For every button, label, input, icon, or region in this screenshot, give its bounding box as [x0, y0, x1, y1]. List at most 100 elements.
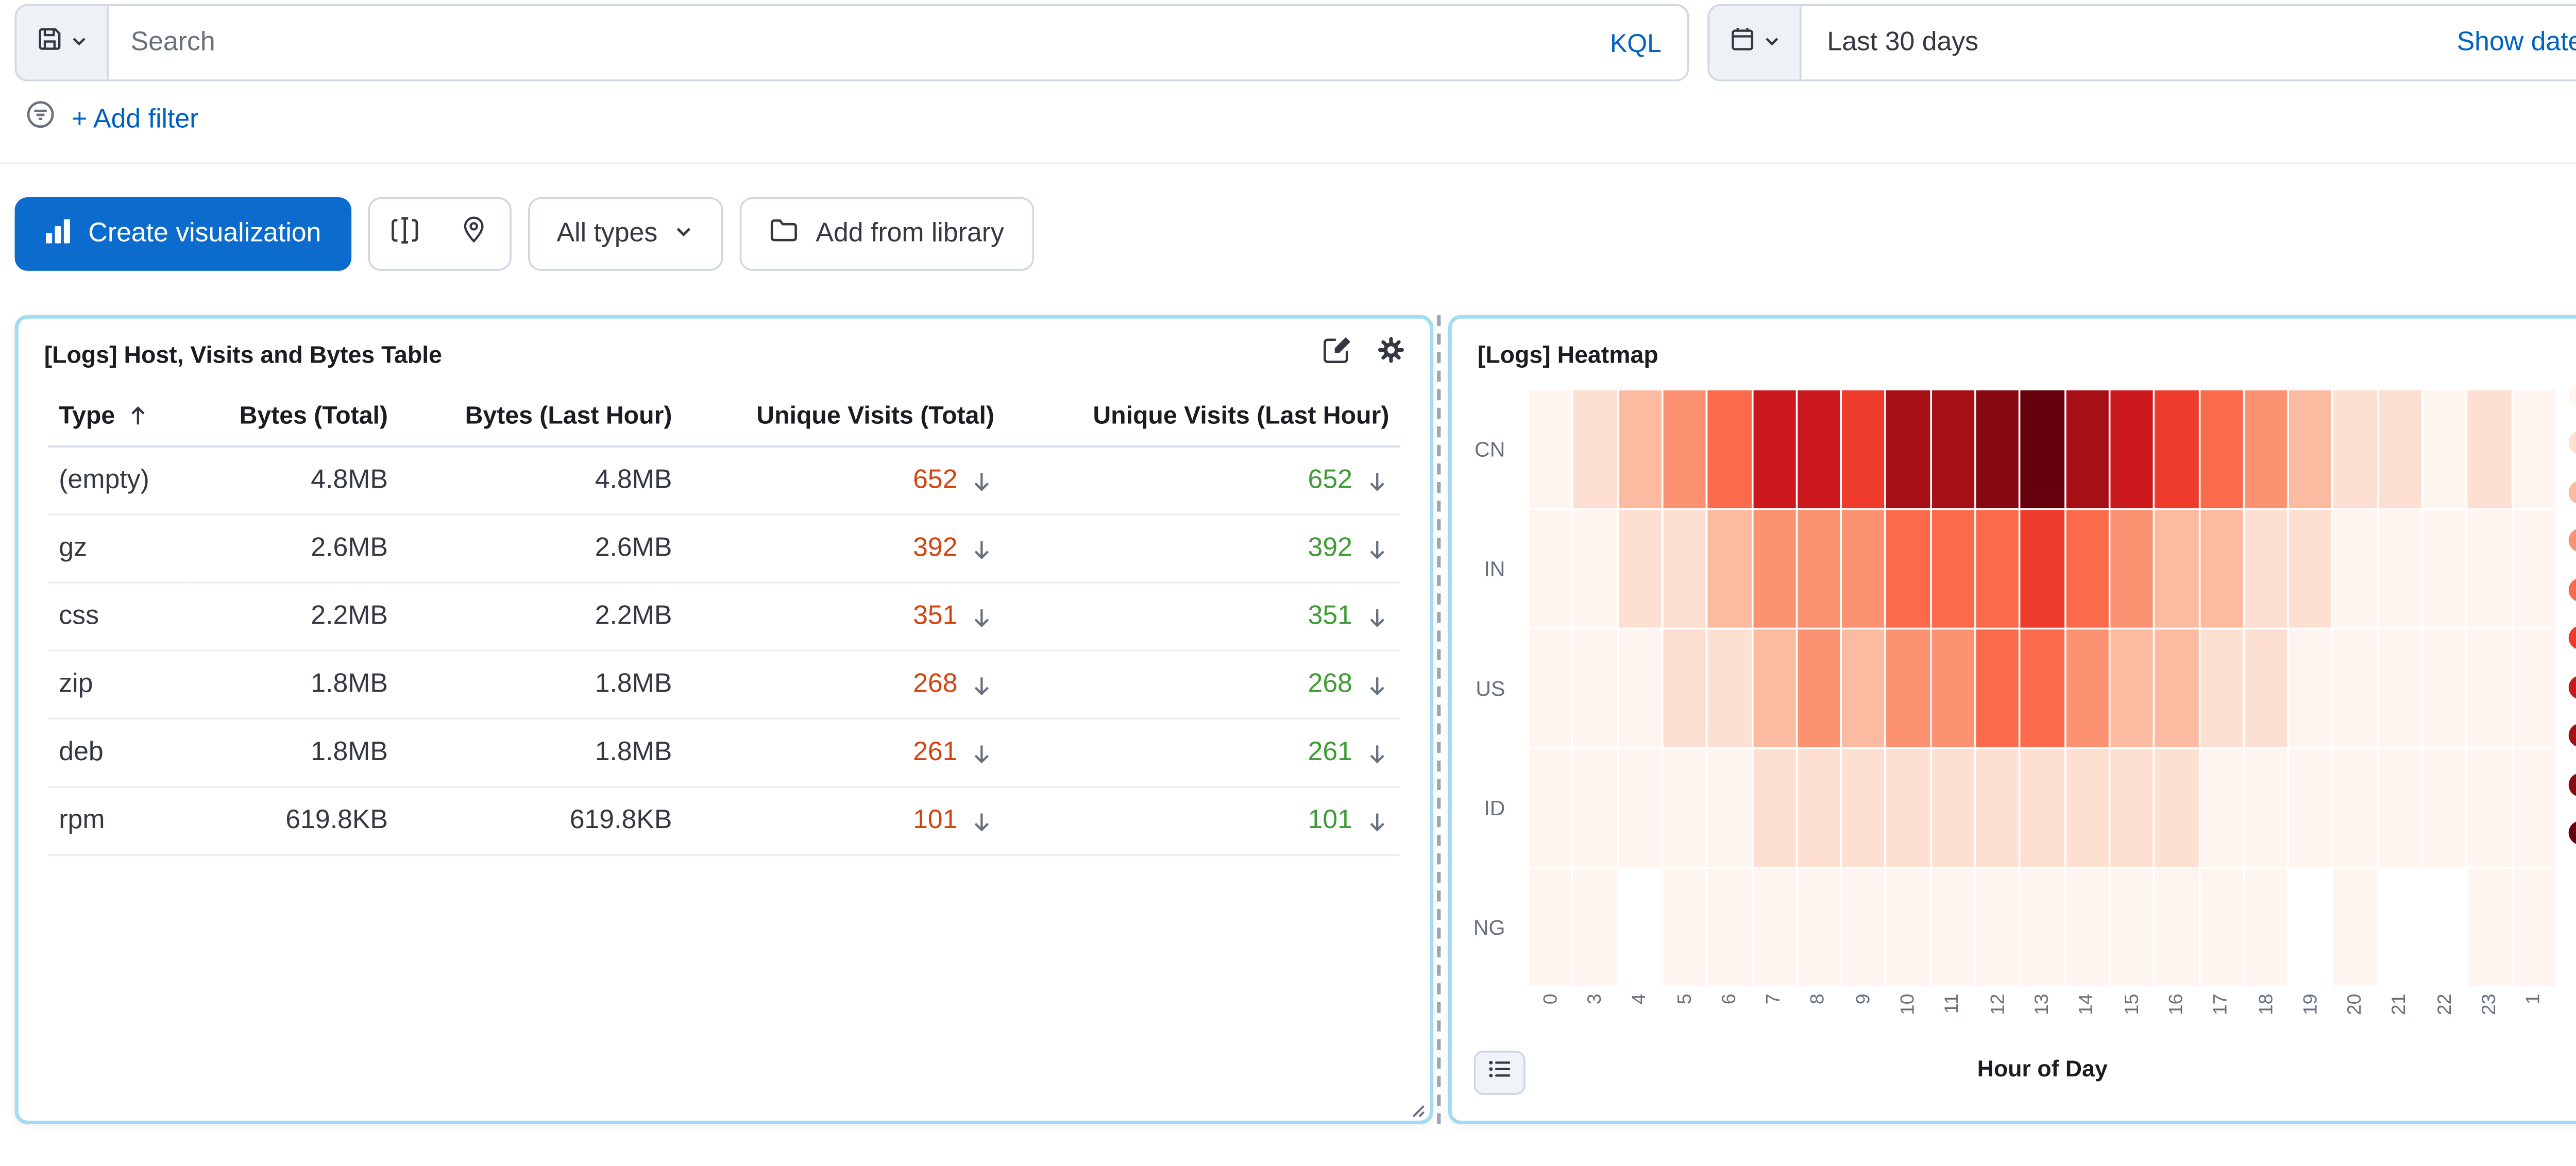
- heatmap-cell[interactable]: [2065, 510, 2109, 628]
- heatmap-cell[interactable]: [2423, 629, 2467, 747]
- heatmap-cell[interactable]: [1842, 868, 1885, 987]
- heatmap-cell[interactable]: [2021, 868, 2064, 987]
- heatmap-cell[interactable]: [2199, 629, 2243, 747]
- heatmap-cell[interactable]: [1887, 749, 1930, 867]
- heatmap-cell[interactable]: [2065, 390, 2109, 508]
- heatmap-cell[interactable]: [1752, 749, 1796, 867]
- legend-item[interactable]: 6 - 12: [2568, 430, 2576, 456]
- kql-button[interactable]: KQL: [1584, 28, 1687, 57]
- heatmap-cell[interactable]: [2199, 510, 2243, 628]
- heatmap-cell[interactable]: [2244, 629, 2287, 747]
- heatmap-cell[interactable]: [1887, 629, 1930, 747]
- heatmap-cell[interactable]: [2334, 629, 2377, 747]
- heatmap-cell[interactable]: [1573, 629, 1617, 747]
- heatmap-cell[interactable]: [1663, 749, 1706, 867]
- heatmap-cell[interactable]: [1618, 510, 1662, 628]
- heatmap-cell[interactable]: [2513, 390, 2556, 508]
- heatmap-cell[interactable]: [1573, 390, 1617, 508]
- heatmap-cell[interactable]: [2379, 629, 2422, 747]
- legend-item[interactable]: 36 - 42: [2568, 674, 2576, 699]
- heatmap-cell[interactable]: [1797, 390, 1840, 508]
- resize-handle[interactable]: [1398, 1091, 1426, 1119]
- heatmap-cell[interactable]: [2110, 629, 2154, 747]
- heatmap-cell[interactable]: [1529, 749, 1572, 867]
- heatmap-cell[interactable]: [1842, 629, 1885, 747]
- heatmap-cell[interactable]: [1931, 390, 1975, 508]
- heatmap-cell[interactable]: [1842, 510, 1885, 628]
- heatmap-cell[interactable]: [2244, 868, 2287, 987]
- heatmap-cell[interactable]: [1663, 510, 1706, 628]
- legend-toggle-button[interactable]: [1473, 1051, 1526, 1095]
- heatmap-cell[interactable]: [2110, 868, 2154, 987]
- heatmap-cell[interactable]: [1663, 868, 1706, 987]
- heatmap-cell[interactable]: [2244, 510, 2287, 628]
- heatmap-cell[interactable]: [2021, 749, 2064, 867]
- heatmap-cell[interactable]: [1931, 749, 1975, 867]
- show-dates-button[interactable]: Show dates: [2431, 28, 2576, 57]
- heatmap-cell[interactable]: [1573, 510, 1617, 628]
- heatmap-cell[interactable]: [2379, 749, 2422, 867]
- calendar-button[interactable]: [1709, 6, 1802, 80]
- heatmap-cell[interactable]: [1797, 868, 1840, 987]
- column-header[interactable]: Bytes (Last Hour): [399, 385, 683, 448]
- heatmap-cell[interactable]: [2379, 510, 2422, 628]
- heatmap-cell[interactable]: [2423, 510, 2467, 628]
- heatmap-cell[interactable]: [2513, 629, 2556, 747]
- heatmap-cell[interactable]: [1797, 749, 1840, 867]
- heatmap-cell[interactable]: [1663, 390, 1706, 508]
- legend-item[interactable]: 24 - 30: [2568, 576, 2576, 602]
- heatmap-cell[interactable]: [1752, 510, 1796, 628]
- heatmap-cell[interactable]: [2244, 390, 2287, 508]
- legend-item[interactable]: 12 - 18: [2568, 478, 2576, 504]
- saved-query-button[interactable]: [16, 6, 109, 80]
- heatmap-cell[interactable]: [2065, 629, 2109, 747]
- panel-options-button[interactable]: [1375, 336, 1408, 370]
- heatmap-cell[interactable]: [1797, 629, 1840, 747]
- panel-header[interactable]: [Logs] Host, Visits and Bytes Table: [19, 319, 1430, 378]
- heatmap-cell[interactable]: [2513, 868, 2556, 987]
- heatmap-cell[interactable]: [2110, 510, 2154, 628]
- legend-item[interactable]: 18 - 24: [2568, 527, 2576, 553]
- heatmap-cell[interactable]: [2110, 390, 2154, 508]
- heatmap-cell[interactable]: [1708, 510, 1751, 628]
- heatmap-cell[interactable]: [1842, 390, 1885, 508]
- heatmap-cell[interactable]: [2155, 868, 2198, 987]
- heatmap-cell[interactable]: [2513, 749, 2556, 867]
- heatmap-cell[interactable]: [2423, 749, 2467, 867]
- text-tool-button[interactable]: [369, 199, 439, 269]
- heatmap-cell[interactable]: [2155, 749, 2198, 867]
- heatmap-cell[interactable]: [1618, 749, 1662, 867]
- heatmap-cell[interactable]: [1529, 629, 1572, 747]
- heatmap-cell[interactable]: [1976, 629, 2020, 747]
- create-visualization-button[interactable]: Create visualization: [14, 197, 351, 271]
- heatmap-cell[interactable]: [2110, 749, 2154, 867]
- heatmap-cell[interactable]: [2199, 390, 2243, 508]
- heatmap-cell[interactable]: [1931, 510, 1975, 628]
- legend-item[interactable]: 30 - 36: [2568, 625, 2576, 650]
- heatmap-cell[interactable]: [1842, 749, 1885, 867]
- heatmap-cell[interactable]: [1708, 629, 1751, 747]
- search-input[interactable]: [108, 28, 1584, 58]
- panel-divider[interactable]: [1437, 315, 1441, 1124]
- heatmap-cell[interactable]: [2289, 510, 2332, 628]
- heatmap-cell[interactable]: [1976, 390, 2020, 508]
- heatmap-cell[interactable]: [2468, 510, 2511, 628]
- heatmap-cell[interactable]: [2379, 390, 2422, 508]
- heatmap-cell[interactable]: [1976, 868, 2020, 987]
- heatmap-cell[interactable]: [1573, 868, 1617, 987]
- panel-header[interactable]: [Logs] Heatmap: [1452, 319, 2576, 378]
- heatmap-cell[interactable]: [2468, 749, 2511, 867]
- heatmap-cell[interactable]: [1887, 510, 1930, 628]
- heatmap-cell[interactable]: [2334, 390, 2377, 508]
- heatmap-cell[interactable]: [1529, 510, 1572, 628]
- heatmap-cell[interactable]: [1618, 390, 1662, 508]
- heatmap-cell[interactable]: [1887, 868, 1930, 987]
- heatmap-cell[interactable]: [2155, 629, 2198, 747]
- heatmap-cell[interactable]: [2423, 390, 2467, 508]
- heatmap-cell[interactable]: [2199, 749, 2243, 867]
- heatmap-cell[interactable]: [1931, 629, 1975, 747]
- heatmap-cell[interactable]: [2065, 749, 2109, 867]
- edit-panel-button[interactable]: [1321, 336, 1354, 370]
- heatmap-cell[interactable]: [1752, 390, 1796, 508]
- heatmap-cell[interactable]: [2155, 510, 2198, 628]
